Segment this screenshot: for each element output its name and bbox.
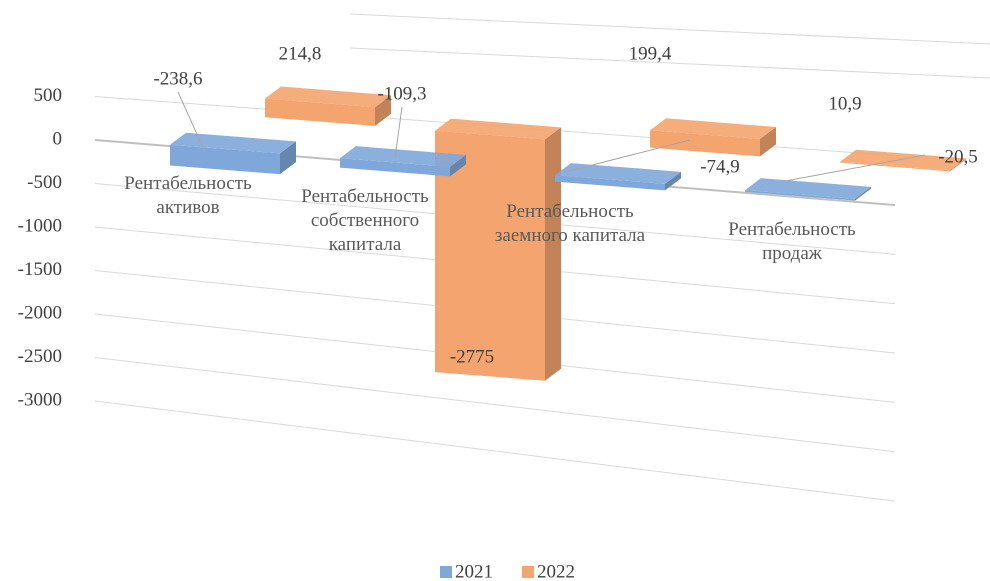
data-label: 10,9 [828,93,861,114]
bar [170,144,280,175]
y-tick-label: 500 [34,85,63,106]
bar-top [745,178,871,199]
leader-line [779,154,926,183]
bar-top [840,149,966,171]
bar-side [760,126,776,157]
bar-top [340,146,466,167]
data-label: -20,5 [938,146,978,167]
bar-side [450,154,466,177]
y-tick-label: -2000 [18,302,62,323]
legend-label: 2021 [455,561,493,581]
leader-line [177,91,206,153]
bar [650,130,760,157]
legend-swatch [522,566,534,578]
y-tick-label: 0 [53,128,63,149]
legend-swatch [440,566,452,578]
back-edge [349,47,990,79]
bar-side [280,141,296,175]
y-tick-label: -1500 [18,259,62,280]
leader-line [564,139,691,173]
bar [265,98,375,126]
category-label: Рентабельность заемного капитала [494,201,646,246]
bar-side [855,186,871,201]
grid-line [94,357,896,453]
data-label: -109,3 [377,83,426,104]
bar [435,130,545,381]
data-label: 214,8 [279,43,322,64]
data-label: 199,4 [629,43,672,64]
data-label: -74,9 [700,156,740,177]
y-tick-label: -3000 [18,389,62,410]
bar [840,161,950,172]
legend-label: 2022 [537,561,575,581]
bar-top [170,132,296,154]
category-label: Рентабельность продаж [728,219,856,264]
y-tick-label: -2500 [18,346,62,367]
bar [555,175,665,191]
category-label: Рентабельность активов [124,173,252,218]
leader-line [394,106,403,159]
y-tick-label: -1000 [18,215,62,236]
bar [340,158,450,177]
grid-line [94,400,896,502]
bar-side [665,171,681,191]
bar-top [265,86,391,108]
bar-top [555,163,681,184]
bar-side [950,158,966,172]
category-label: Рентабельность собственного капитала [301,186,429,255]
data-label: -238,6 [153,68,202,89]
bar-top [435,118,561,140]
bar-side [545,127,561,381]
back-edge [349,13,990,45]
y-tick-label: -500 [27,172,62,193]
bar [745,190,855,201]
data-label: -2775 [450,346,494,367]
bar-top [650,118,776,139]
bar-side [375,95,391,126]
